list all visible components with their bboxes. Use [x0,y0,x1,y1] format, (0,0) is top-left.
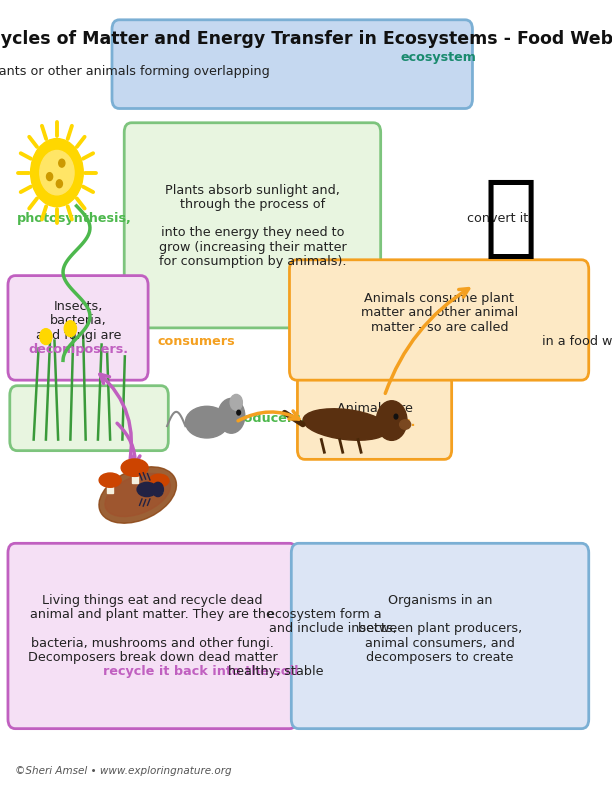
Text: decomposers to create: decomposers to create [367,651,513,664]
Circle shape [237,410,241,415]
Circle shape [31,139,83,207]
Text: decomposers.: decomposers. [28,343,129,356]
Ellipse shape [99,473,121,487]
Ellipse shape [137,482,157,497]
Ellipse shape [400,420,411,429]
Text: in a food web.: in a food web. [538,335,612,348]
FancyBboxPatch shape [291,543,589,729]
Bar [156,482,162,492]
Circle shape [230,394,242,410]
FancyBboxPatch shape [10,386,168,451]
FancyBboxPatch shape [124,123,381,328]
Text: through the process of: through the process of [180,198,326,211]
Circle shape [40,329,52,345]
Ellipse shape [303,409,389,440]
Circle shape [47,173,53,181]
Circle shape [59,159,65,167]
FancyBboxPatch shape [8,543,297,729]
Text: Insects,: Insects, [54,300,103,313]
Bar [107,481,113,493]
Text: and include insects,: and include insects, [264,623,397,635]
Circle shape [394,414,398,419]
Text: photosynthesis,: photosynthesis, [17,212,132,225]
Text: animal consumers, and: animal consumers, and [365,637,515,649]
Text: 🦉: 🦉 [484,173,538,262]
Ellipse shape [99,466,176,524]
Text: Decomposers break down dead matter: Decomposers break down dead matter [28,651,277,664]
Text: Animals are: Animals are [337,402,412,415]
Text: convert it: convert it [463,212,528,225]
Text: recycle it back into the soil: recycle it back into the soil [103,665,299,678]
Text: ecosystem: ecosystem [400,51,476,63]
Text: grow (increasing their matter: grow (increasing their matter [159,241,346,253]
Text: bacteria, mushrooms and other fungi.: bacteria, mushrooms and other fungi. [31,637,274,649]
Text: Organisms in an: Organisms in an [388,594,492,607]
Text: plants or other animals forming overlapping: plants or other animals forming overlapp… [0,65,274,78]
Text: consumers.: consumers. [334,417,416,429]
Text: Plants absorb sunlight and,: Plants absorb sunlight and, [165,184,340,196]
Text: and fungi are: and fungi are [35,329,121,341]
Text: Animals consume plant: Animals consume plant [364,292,515,305]
Text: matter and other animal: matter and other animal [361,307,518,319]
Circle shape [56,180,62,188]
Text: animal and plant matter. They are the: animal and plant matter. They are the [31,608,274,621]
Text: into the energy they need to: into the energy they need to [161,227,345,239]
Ellipse shape [121,459,148,476]
Text: for consumption by animals).: for consumption by animals). [159,255,346,268]
Ellipse shape [149,474,169,487]
Circle shape [64,321,76,337]
FancyBboxPatch shape [297,373,452,459]
Text: Cycles of Matter and Energy Transfer in Ecosystems - Food Webs: Cycles of Matter and Energy Transfer in … [0,30,612,48]
Circle shape [376,401,407,440]
FancyBboxPatch shape [289,260,589,380]
Circle shape [218,398,245,433]
Text: matter - so are called: matter - so are called [371,321,508,333]
Text: between plant producers,: between plant producers, [358,623,522,635]
Ellipse shape [105,474,170,516]
Text: Living things eat and recycle dead: Living things eat and recycle dead [42,594,263,607]
Text: producers.: producers. [229,412,306,425]
Ellipse shape [185,406,228,438]
Circle shape [152,482,163,497]
Text: ecosystem form a: ecosystem form a [267,608,386,621]
Text: ©Sheri Amsel • www.exploringnature.org: ©Sheri Amsel • www.exploringnature.org [15,766,232,776]
FancyBboxPatch shape [8,276,148,380]
Bar [132,469,138,483]
Text: consumers: consumers [158,335,236,348]
Text: bacteria,: bacteria, [50,314,106,327]
Text: 🗾: 🗾 [206,419,210,425]
Circle shape [40,150,74,195]
FancyBboxPatch shape [112,20,472,109]
Text: healthy, stable: healthy, stable [228,665,328,678]
